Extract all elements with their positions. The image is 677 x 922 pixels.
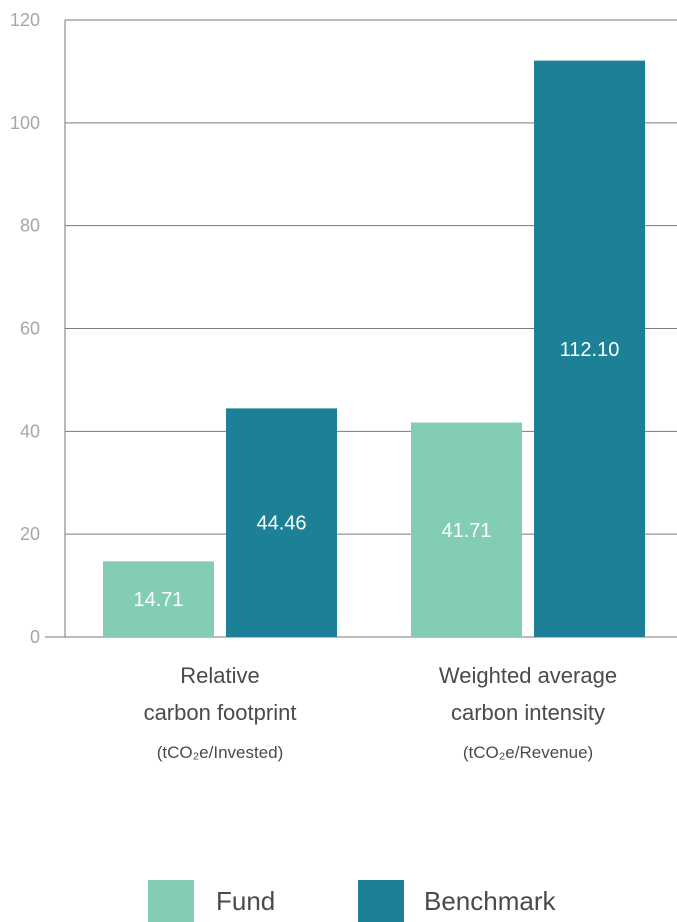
legend-label-benchmark: Benchmark [424, 886, 556, 916]
legend-swatch-fund [148, 880, 194, 922]
legend-label-fund: Fund [216, 886, 275, 916]
category-unit-label: (tCO₂e/Revenue) [463, 743, 593, 762]
bar-fund-1 [103, 561, 214, 637]
y-tick-label: 0 [30, 627, 40, 647]
y-tick-label: 20 [20, 524, 40, 544]
y-tick-label: 60 [20, 319, 40, 339]
y-tick-label: 100 [10, 113, 40, 133]
category-unit-label: (tCO₂e/Invested) [157, 743, 284, 762]
bar-value-label: 44.46 [256, 513, 306, 535]
bar-value-label: 41.71 [441, 520, 491, 542]
bar-value-labels: 14.71 41.71 44.46 112.10 [133, 339, 619, 611]
category-label-line2: carbon footprint [144, 700, 297, 725]
y-axis-ticks: 0 20 40 60 80 100 120 [10, 10, 40, 647]
y-tick-label: 40 [20, 421, 40, 441]
category-labels: Relative carbon footprint (tCO₂e/Invested)… [144, 663, 618, 762]
y-tick-label: 80 [20, 216, 40, 236]
category-label-line2: carbon intensity [451, 700, 605, 725]
bar-fund-2 [411, 422, 522, 637]
bar-benchmark-2 [534, 60, 645, 638]
category-label-line1: Weighted average [439, 663, 617, 688]
legend-swatch-benchmark [358, 880, 404, 922]
bar-benchmark-1 [226, 408, 337, 637]
category-label-line1: Relative [180, 663, 259, 688]
bars [103, 60, 645, 638]
bar-value-label: 14.71 [133, 589, 183, 611]
y-tick-label: 120 [10, 10, 40, 30]
grid-lines [45, 19, 677, 638]
bar-value-label: 112.10 [560, 339, 620, 361]
legend: Fund Benchmark [148, 880, 556, 922]
